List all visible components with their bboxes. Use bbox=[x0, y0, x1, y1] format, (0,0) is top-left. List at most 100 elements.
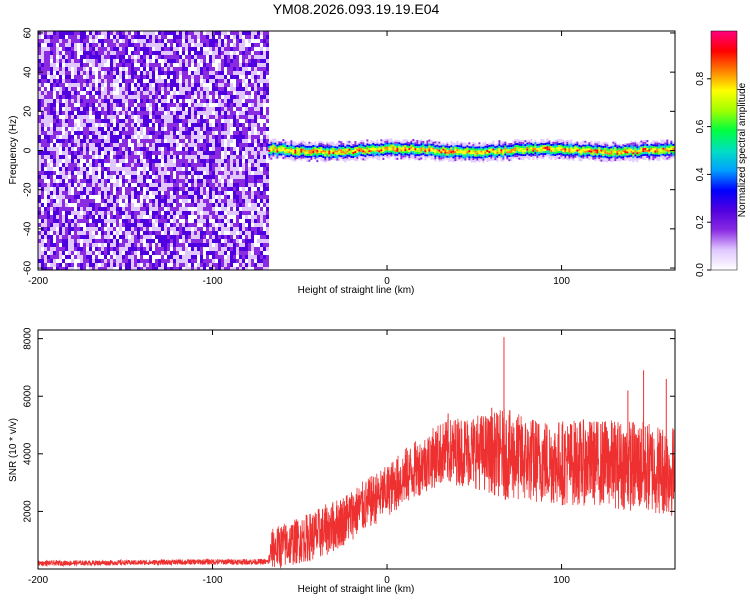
spectrogram-cell bbox=[56, 167, 59, 171]
spectrogram-cell bbox=[62, 107, 65, 111]
spectrogram-cell bbox=[101, 127, 104, 131]
spectrogram-cell bbox=[122, 103, 125, 107]
spectrogram-cell bbox=[245, 259, 248, 263]
spectrogram-cell bbox=[248, 251, 251, 255]
spectrogram-cell bbox=[47, 143, 50, 147]
spectrogram-cell bbox=[188, 143, 191, 147]
spectrogram-cell bbox=[98, 207, 101, 211]
spectrogram-cell bbox=[158, 39, 161, 43]
spectrogram-cell bbox=[149, 43, 152, 47]
spectrogram-cell bbox=[245, 243, 248, 247]
spectrogram-cell bbox=[59, 243, 62, 247]
spectrogram-cell bbox=[212, 75, 215, 79]
spectrogram-cell bbox=[212, 187, 215, 191]
spectrogram-cell bbox=[254, 139, 257, 143]
spectrogram-cell bbox=[330, 157, 333, 160]
spectrogram-cell bbox=[194, 159, 197, 163]
spectrogram-cell bbox=[44, 191, 47, 195]
spectrogram-cell bbox=[38, 91, 41, 95]
spectrogram-cell bbox=[101, 267, 104, 270]
spectrogram-cell bbox=[59, 223, 62, 227]
spectrogram-cell bbox=[158, 43, 161, 47]
spectrogram-cell bbox=[113, 95, 116, 99]
spectrogram-cell bbox=[116, 255, 119, 259]
spectrogram-cell bbox=[218, 151, 221, 155]
spectrogram-cell bbox=[38, 207, 41, 211]
spectrogram-cell bbox=[68, 111, 71, 115]
spectrogram-cell bbox=[41, 179, 44, 183]
spectrogram-cell bbox=[119, 67, 122, 71]
spectrogram-cell bbox=[38, 75, 41, 79]
spectrogram-cell bbox=[268, 157, 271, 160]
spectrogram-cell bbox=[268, 147, 271, 150]
spectrogram-cell bbox=[194, 51, 197, 55]
spectrogram-cell bbox=[41, 263, 44, 267]
spectrogram-cell bbox=[179, 127, 182, 131]
spectrogram-cell bbox=[122, 51, 125, 55]
spectrogram-cell bbox=[50, 255, 53, 259]
spectrogram-cell bbox=[113, 91, 116, 95]
spectrogram-cell bbox=[167, 195, 170, 199]
spectrogram-cell bbox=[92, 227, 95, 231]
spectrogram-cell bbox=[215, 151, 218, 155]
spectrogram-cell bbox=[56, 83, 59, 87]
spectrogram-cell bbox=[164, 179, 167, 183]
spectrogram-cell bbox=[260, 219, 263, 223]
spectrogram-cell bbox=[77, 215, 80, 219]
spectrogram-cell bbox=[188, 243, 191, 247]
spectrogram-cell bbox=[152, 267, 155, 270]
spectrogram-cell bbox=[56, 247, 59, 251]
spectrogram-cell bbox=[251, 47, 254, 51]
spectrogram-cell bbox=[92, 239, 95, 243]
spectrogram-cell bbox=[218, 231, 221, 235]
spectrogram-cell bbox=[98, 243, 101, 247]
spectrogram-cell bbox=[83, 91, 86, 95]
spectrogram-cell bbox=[176, 163, 179, 167]
spectrogram-cell bbox=[113, 147, 116, 151]
spectrogram-cell bbox=[215, 59, 218, 63]
spectrogram-cell bbox=[140, 267, 143, 270]
spectrogram-cell bbox=[104, 259, 107, 263]
spectrogram-cell bbox=[140, 119, 143, 123]
spectrogram-cell bbox=[53, 51, 56, 55]
spectrogram-cell bbox=[188, 211, 191, 215]
spectrogram-cell bbox=[239, 151, 242, 155]
spectrogram-cell bbox=[149, 259, 152, 263]
spectrogram-cell bbox=[65, 35, 68, 39]
spectrogram-cell bbox=[254, 183, 257, 187]
spectrogram-cell bbox=[227, 143, 230, 147]
spectrogram-cell bbox=[110, 267, 113, 270]
spectrogram-cell bbox=[233, 43, 236, 47]
spectrogram-cell bbox=[263, 247, 266, 251]
spectrogram-cell bbox=[179, 227, 182, 231]
spectrogram-cell bbox=[113, 143, 116, 147]
spectrogram-cell bbox=[272, 138, 275, 141]
spectrogram-cell bbox=[233, 171, 236, 175]
spectrogram-cell bbox=[260, 111, 263, 115]
spectrogram-cell bbox=[101, 79, 104, 83]
spectrogram-cell bbox=[134, 259, 137, 263]
spectrogram-cell bbox=[260, 83, 263, 87]
spectrogram-cell bbox=[251, 203, 254, 207]
spectrogram-cell bbox=[155, 51, 158, 55]
spectrogram-cell bbox=[53, 247, 56, 251]
spectrogram-cell bbox=[122, 151, 125, 155]
spectrogram-cell bbox=[119, 183, 122, 187]
spectrogram-cell bbox=[59, 151, 62, 155]
spectrogram-cell bbox=[122, 135, 125, 139]
spectrogram-cell bbox=[41, 155, 44, 159]
spectrogram-cell bbox=[50, 183, 53, 187]
spectrogram-cell bbox=[260, 95, 263, 99]
spectrogram-cell bbox=[328, 158, 331, 161]
spectrogram-cell bbox=[248, 75, 251, 79]
spectrogram-cell bbox=[197, 127, 200, 131]
spectrogram-cell bbox=[38, 131, 41, 135]
spectrogram-cell bbox=[302, 154, 305, 157]
spectrogram-cell bbox=[155, 195, 158, 199]
spectrogram-cell bbox=[164, 199, 167, 203]
spectrogram-cell bbox=[188, 167, 191, 171]
spectrogram-cell bbox=[119, 135, 122, 139]
spectrogram-cell bbox=[122, 167, 125, 171]
spectrogram-cell bbox=[260, 191, 263, 195]
spectrogram-cell bbox=[164, 67, 167, 71]
